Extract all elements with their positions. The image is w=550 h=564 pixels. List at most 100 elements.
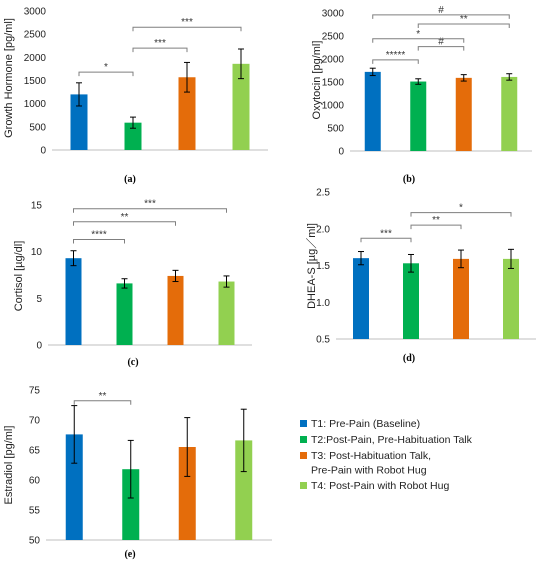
y-tick-label: 2000 xyxy=(322,55,345,66)
y-tick-label: 2500 xyxy=(322,32,345,43)
legend-swatch-t3 xyxy=(300,452,307,459)
y-tick-label: 60 xyxy=(29,476,41,487)
legend-swatch-t1 xyxy=(300,420,307,427)
significance-bracket xyxy=(360,237,412,243)
significance-bracket xyxy=(372,59,419,64)
y-tick-label: 1000 xyxy=(24,99,47,110)
significance-label: ** xyxy=(121,212,129,223)
bar-t2 xyxy=(124,122,142,150)
legend-swatch-t2 xyxy=(300,436,307,443)
y-tick-label: 0.5 xyxy=(316,335,330,346)
y-tick-label: 1000 xyxy=(322,101,345,112)
significance-bracket xyxy=(372,14,510,19)
y-tick-label: 500 xyxy=(327,124,344,135)
significance-bracket xyxy=(78,71,134,77)
bar-t1 xyxy=(65,434,83,540)
y-tick-label: 0 xyxy=(40,146,46,157)
y-axis-label: Estradiol [pg/ml] xyxy=(3,426,15,505)
significance-bracket xyxy=(132,26,242,32)
significance-label: # xyxy=(438,5,444,16)
bar-t3 xyxy=(178,447,196,540)
bar-t3 xyxy=(453,258,469,339)
significance-label: **** xyxy=(91,230,107,241)
y-tick-label: 55 xyxy=(29,506,41,517)
significance-bracket xyxy=(417,46,465,51)
y-axis-label: Cortisol [µg/dl] xyxy=(13,241,25,312)
y-tick-label: 5 xyxy=(36,294,42,305)
significance-bracket xyxy=(73,208,227,213)
significance-bracket xyxy=(417,23,510,29)
significance-label: *** xyxy=(154,38,166,49)
bar-t1 xyxy=(364,71,381,151)
y-tick-label: 0 xyxy=(338,147,344,158)
significance-label: ** xyxy=(432,215,440,226)
y-tick-label: 2.5 xyxy=(316,188,330,199)
y-tick-label: 70 xyxy=(29,416,41,427)
legend-label-t2: T2:Post-Pain, Pre-Habituation Talk xyxy=(311,434,473,446)
significance-label: *** xyxy=(144,199,156,210)
bar-t3 xyxy=(167,275,184,345)
y-tick-label: 3000 xyxy=(24,7,47,18)
y-tick-label: 1500 xyxy=(24,76,47,87)
bar-t1 xyxy=(353,258,369,339)
bar-t2 xyxy=(116,283,133,345)
panel-label: (c) xyxy=(127,357,138,368)
bar-t4 xyxy=(503,258,519,339)
y-tick-label: 1.5 xyxy=(316,261,330,272)
legend-label-t1: T1: Pre-Pain (Baseline) xyxy=(311,418,420,430)
y-tick-label: 2000 xyxy=(24,53,47,64)
chart-panel-2: 050010001500200025003000*****#***#Oxytoc… xyxy=(311,5,532,185)
significance-label: ***** xyxy=(386,50,406,61)
y-tick-label: 65 xyxy=(29,446,41,457)
y-tick-label: 0 xyxy=(36,341,42,352)
y-tick-label: 10 xyxy=(31,247,43,258)
y-axis-label: DHEA-S [µg／ml] xyxy=(305,223,318,309)
y-tick-label: 50 xyxy=(29,536,41,547)
y-axis-label: Growth Hormone [pg/ml] xyxy=(3,18,15,138)
significance-bracket xyxy=(410,212,512,217)
bar-t2 xyxy=(410,81,427,151)
bar-t3 xyxy=(455,77,472,151)
bar-t3 xyxy=(178,77,196,150)
bar-t2 xyxy=(403,263,419,339)
significance-bracket xyxy=(73,221,176,226)
bar-t1 xyxy=(65,258,82,345)
significance-label: *** xyxy=(380,228,392,239)
significance-label: *** xyxy=(181,17,193,28)
legend-label-t3: T3: Post-Habituation Talk, xyxy=(311,450,431,462)
panel-label: (a) xyxy=(124,174,136,185)
significance-bracket xyxy=(372,38,465,43)
panel-label: (e) xyxy=(124,549,135,560)
bar-t4 xyxy=(232,63,250,150)
y-tick-label: 75 xyxy=(29,386,41,397)
y-tick-label: 2500 xyxy=(24,30,47,41)
significance-label: ** xyxy=(460,14,468,25)
significance-bracket xyxy=(132,47,188,53)
significance-label: * xyxy=(459,203,463,214)
y-axis-label: Oxytocin [pg/ml] xyxy=(311,41,323,120)
bar-t1 xyxy=(70,94,88,150)
significance-label: ** xyxy=(99,391,107,402)
significance-bracket xyxy=(73,400,132,405)
y-tick-label: 500 xyxy=(29,122,46,133)
legend: T1: Pre-Pain (Baseline) T2:Post-Pain, Pre… xyxy=(300,418,473,492)
significance-bracket xyxy=(73,239,125,244)
y-tick-label: 1.0 xyxy=(316,298,330,309)
bar-t4 xyxy=(501,76,518,151)
significance-label: * xyxy=(416,29,420,40)
significance-bracket xyxy=(410,224,462,230)
legend-swatch-t4 xyxy=(300,482,307,489)
y-tick-label: 3000 xyxy=(322,9,345,20)
chart-panel-5: 50 55 60 65 70 75 ** Estradiol [pg/ml] (e) xyxy=(3,386,272,560)
significance-label: # xyxy=(438,37,444,48)
y-tick-label: 15 xyxy=(31,201,43,212)
y-tick-label: 1500 xyxy=(322,78,345,89)
bar-t4 xyxy=(235,440,253,540)
bar-t4 xyxy=(218,281,235,345)
y-tick-label: 2.0 xyxy=(316,224,330,235)
panel-label: (b) xyxy=(403,174,415,185)
bar-t2 xyxy=(122,469,140,540)
